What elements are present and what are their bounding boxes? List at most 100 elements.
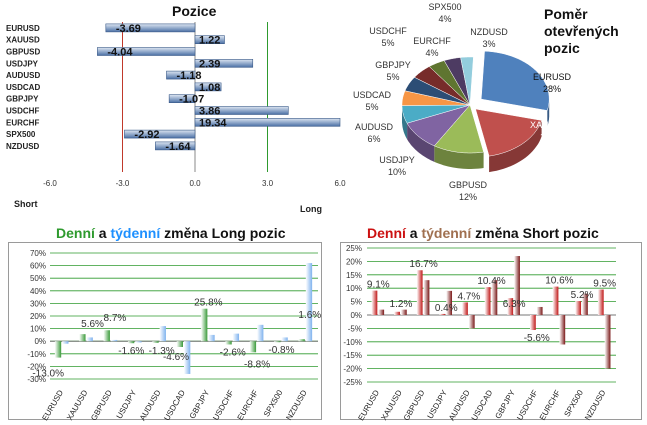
position-bar bbox=[155, 141, 196, 151]
pie-slice-percent: 3% bbox=[482, 39, 495, 49]
y-tick-label: -30% bbox=[27, 375, 46, 384]
category-label: GBPUSD bbox=[6, 48, 40, 57]
y-tick-label: -5% bbox=[348, 324, 362, 333]
category-label: USDJPY bbox=[426, 388, 450, 420]
y-tick-label: 0% bbox=[350, 311, 362, 320]
category-label: NZDUSD bbox=[6, 142, 40, 151]
category-label: GBPJPY bbox=[493, 388, 517, 420]
data-label: 10.4% bbox=[477, 276, 505, 287]
pie-slice-label: EURCHF bbox=[413, 36, 451, 46]
daily-change-bar bbox=[152, 341, 159, 343]
data-label: 1.2% bbox=[390, 299, 413, 310]
category-label: USDCHF bbox=[515, 388, 540, 421]
pie-slice-label: USDCHF bbox=[369, 26, 407, 36]
category-label: SPX500 bbox=[562, 388, 585, 418]
pie-slice-label: NZDUSD bbox=[470, 27, 508, 37]
daily-change-bar bbox=[416, 270, 423, 315]
x-tick-label: 3.0 bbox=[262, 179, 274, 188]
x-tick-label: 0.0 bbox=[189, 179, 201, 188]
category-label: NZDUSD bbox=[583, 388, 608, 422]
title-segment: a bbox=[94, 225, 111, 241]
position-bar bbox=[194, 106, 289, 115]
weekly-change-bar bbox=[559, 315, 566, 345]
data-label: 5.2% bbox=[571, 290, 594, 301]
short-axis-label: Short bbox=[14, 199, 38, 209]
daily-change-bar bbox=[127, 341, 135, 344]
daily-change-bar bbox=[507, 298, 514, 315]
pie-slice-percent: 5% bbox=[381, 38, 394, 48]
value-label: -3.69 bbox=[116, 23, 141, 35]
value-label: 19.34 bbox=[199, 117, 227, 129]
title-segment: Denní bbox=[56, 225, 95, 241]
category-label: EURCHF bbox=[538, 388, 563, 421]
weekly-change-bar bbox=[468, 315, 475, 329]
data-label: 1.6% bbox=[298, 310, 321, 321]
daily-change-bar bbox=[54, 341, 62, 358]
data-label: -5.6% bbox=[524, 333, 550, 344]
daily-change-bar bbox=[103, 330, 110, 342]
weekly-change-bar bbox=[400, 309, 407, 315]
pie-chart-title: Poměr otevřených pozic bbox=[544, 6, 619, 56]
pie-slice-side bbox=[434, 145, 484, 169]
daily-change-bar bbox=[462, 302, 468, 315]
y-tick-label: 20% bbox=[346, 257, 362, 266]
long-change-chart-title: Denní a týdenní změna Long pozic bbox=[56, 225, 285, 241]
data-label: -1.6% bbox=[118, 346, 144, 357]
daily-change-bar bbox=[371, 290, 378, 315]
y-tick-label: 15% bbox=[346, 271, 362, 280]
short-change-chart-frame bbox=[340, 242, 642, 420]
pie-slice-percent: 12% bbox=[459, 192, 477, 202]
short-change-chart-title: Denní a týdenní změna Short pozic bbox=[367, 225, 599, 241]
weekly-change-bar bbox=[159, 326, 166, 342]
pie-slice-percent: 18% bbox=[540, 132, 558, 142]
data-label: 8.7% bbox=[104, 313, 127, 324]
weekly-change-bar bbox=[184, 341, 191, 374]
pie-slice bbox=[475, 108, 542, 157]
weekly-change-bar bbox=[281, 337, 288, 342]
weekly-change-bar bbox=[536, 306, 543, 315]
daily-change-bar bbox=[176, 341, 183, 347]
weekly-change-bar bbox=[257, 324, 264, 342]
category-label: USDJPY bbox=[6, 59, 39, 68]
daily-change-bar bbox=[552, 286, 559, 315]
data-label: 0.4% bbox=[435, 303, 458, 314]
weekly-change-bar bbox=[62, 341, 69, 344]
weekly-change-bar bbox=[514, 256, 520, 315]
position-bar bbox=[194, 35, 225, 45]
data-label: 9.5% bbox=[593, 279, 616, 290]
category-label: USDCAD bbox=[470, 388, 495, 422]
daily-change-bar bbox=[249, 341, 257, 353]
category-label: XAUUSD bbox=[6, 36, 40, 45]
data-label: 16.7% bbox=[409, 259, 437, 270]
value-label: -1.18 bbox=[176, 70, 201, 82]
pie-slice bbox=[433, 104, 484, 154]
pie-slice bbox=[404, 76, 471, 106]
value-label: -1.64 bbox=[165, 141, 191, 153]
y-tick-label: 40% bbox=[30, 287, 46, 296]
pie-slice-side bbox=[489, 120, 542, 173]
pie-slice bbox=[443, 57, 471, 106]
data-label: 25.8% bbox=[194, 298, 222, 309]
y-tick-label: 25% bbox=[346, 244, 362, 253]
data-label: 4.7% bbox=[457, 291, 480, 302]
x-tick-label: -6.0 bbox=[43, 179, 57, 188]
category-label: EURUSD bbox=[6, 24, 40, 33]
y-tick-label: -10% bbox=[27, 350, 46, 359]
pie-slice bbox=[401, 90, 471, 106]
category-label: AUDUSD bbox=[6, 71, 40, 80]
value-label: 1.22 bbox=[199, 35, 220, 47]
daily-change-bar bbox=[529, 315, 536, 331]
daily-change-bar bbox=[394, 311, 400, 315]
weekly-change-bar bbox=[491, 280, 498, 315]
value-label: 3.86 bbox=[199, 106, 220, 118]
category-label: USDCHF bbox=[6, 107, 39, 116]
position-bar bbox=[105, 23, 196, 33]
y-tick-label: 50% bbox=[30, 274, 46, 283]
position-bar bbox=[194, 82, 222, 92]
daily-change-bar bbox=[484, 287, 491, 315]
pie-slice bbox=[460, 56, 474, 106]
value-label: -2.92 bbox=[134, 129, 159, 141]
category-label: AUDUSD bbox=[447, 388, 472, 422]
